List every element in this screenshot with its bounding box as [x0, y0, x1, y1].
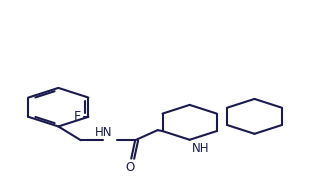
Text: NH: NH	[192, 142, 210, 155]
Text: F: F	[74, 110, 81, 123]
Text: O: O	[125, 161, 134, 174]
Text: HN: HN	[94, 126, 112, 139]
